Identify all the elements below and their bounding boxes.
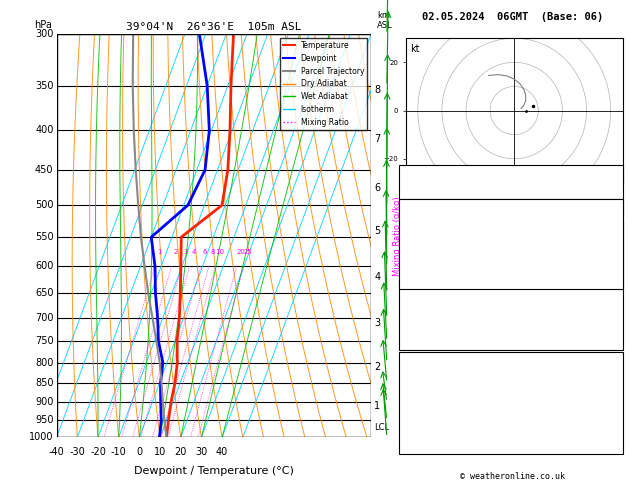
Text: 3: 3 xyxy=(374,318,381,328)
Text: 1: 1 xyxy=(157,249,162,255)
Text: 20: 20 xyxy=(236,249,245,255)
Text: -10: -10 xyxy=(111,448,126,457)
Text: Hodograph: Hodograph xyxy=(484,203,538,213)
Text: 0: 0 xyxy=(613,424,619,434)
Text: 500: 500 xyxy=(35,200,53,210)
Text: 7: 7 xyxy=(613,169,619,179)
Text: 650: 650 xyxy=(35,288,53,298)
Title: 39°04'N  26°36'E  105m ASL: 39°04'N 26°36'E 105m ASL xyxy=(126,22,302,32)
Text: hPa: hPa xyxy=(35,20,52,30)
Text: 8: 8 xyxy=(374,86,381,95)
Text: CIN (J): CIN (J) xyxy=(404,441,445,451)
Text: Most Unstable: Most Unstable xyxy=(473,356,549,366)
Text: 20: 20 xyxy=(175,448,187,457)
Text: 600: 600 xyxy=(35,261,53,271)
Text: 2: 2 xyxy=(174,249,178,255)
Text: Totals Totals: Totals Totals xyxy=(404,186,481,196)
Text: 900: 900 xyxy=(35,397,53,407)
Text: EH: EH xyxy=(404,194,416,204)
Text: 6: 6 xyxy=(374,183,381,193)
Text: Dewp (°C): Dewp (°C) xyxy=(404,262,457,272)
Text: 700: 700 xyxy=(35,313,53,323)
Text: SREH: SREH xyxy=(404,239,428,249)
Text: CAPE (J): CAPE (J) xyxy=(404,424,452,434)
Text: 310°: 310° xyxy=(596,194,619,204)
Text: EH: EH xyxy=(404,221,416,231)
Text: Pressure (mb): Pressure (mb) xyxy=(404,373,481,383)
Text: 11: 11 xyxy=(607,194,619,204)
Text: 950: 950 xyxy=(35,415,53,425)
Text: -27: -27 xyxy=(601,194,619,204)
Text: © weatheronline.co.uk: © weatheronline.co.uk xyxy=(460,472,565,481)
Text: -49: -49 xyxy=(601,221,619,231)
Text: 10: 10 xyxy=(154,448,166,457)
Text: 1.75: 1.75 xyxy=(596,203,619,213)
Text: PW (cm): PW (cm) xyxy=(404,203,445,213)
Text: Surface: Surface xyxy=(491,226,532,235)
Text: 40: 40 xyxy=(216,448,228,457)
Text: θₑ(K): θₑ(K) xyxy=(404,280,434,291)
Text: 10: 10 xyxy=(215,249,224,255)
Text: 313: 313 xyxy=(601,390,619,400)
Text: 11: 11 xyxy=(607,275,619,285)
Text: 310°: 310° xyxy=(596,257,619,267)
Text: 850: 850 xyxy=(35,378,53,388)
Text: 350: 350 xyxy=(35,81,53,91)
Text: 800: 800 xyxy=(35,358,53,367)
Text: 9.7: 9.7 xyxy=(601,262,619,272)
Text: 1000: 1000 xyxy=(29,433,53,442)
Text: 4: 4 xyxy=(192,249,196,255)
Text: θₑ (K): θₑ (K) xyxy=(404,390,440,400)
Text: 800: 800 xyxy=(601,373,619,383)
Text: kt: kt xyxy=(410,44,420,54)
Text: Dewpoint / Temperature (°C): Dewpoint / Temperature (°C) xyxy=(134,466,294,476)
Text: 300: 300 xyxy=(35,29,53,39)
Text: 750: 750 xyxy=(35,336,53,346)
Text: Lifted Index: Lifted Index xyxy=(404,407,475,417)
Text: 7: 7 xyxy=(374,134,381,144)
Text: StmSpd (kt): StmSpd (kt) xyxy=(404,275,469,285)
Text: Hodograph: Hodograph xyxy=(484,194,538,204)
Text: 4: 4 xyxy=(374,272,381,282)
Text: LCL: LCL xyxy=(374,423,389,432)
Text: K: K xyxy=(404,169,410,179)
Text: StmDir: StmDir xyxy=(404,194,440,204)
Text: 6: 6 xyxy=(203,249,207,255)
Text: 30: 30 xyxy=(196,448,208,457)
Text: Mixing Ratio (g/kg): Mixing Ratio (g/kg) xyxy=(393,196,402,276)
Text: 1: 1 xyxy=(374,401,381,411)
Text: 6: 6 xyxy=(613,407,619,417)
Text: Lifted Index: Lifted Index xyxy=(404,299,475,309)
Text: 25: 25 xyxy=(243,249,252,255)
Text: -49: -49 xyxy=(601,194,619,204)
Text: CAPE (J): CAPE (J) xyxy=(404,317,452,328)
Text: 13.1: 13.1 xyxy=(596,243,619,254)
Text: -30: -30 xyxy=(69,448,85,457)
Text: SREH: SREH xyxy=(404,194,428,204)
Text: 02.05.2024  06GMT  (Base: 06): 02.05.2024 06GMT (Base: 06) xyxy=(422,12,603,22)
Text: 0: 0 xyxy=(613,441,619,451)
Text: 39: 39 xyxy=(607,186,619,196)
Text: 400: 400 xyxy=(35,125,53,136)
Text: 8: 8 xyxy=(211,249,215,255)
Text: -40: -40 xyxy=(48,448,65,457)
Text: 3: 3 xyxy=(184,249,189,255)
Text: 0: 0 xyxy=(613,336,619,346)
Text: 0: 0 xyxy=(613,317,619,328)
Text: 550: 550 xyxy=(35,232,53,242)
Text: StmDir: StmDir xyxy=(404,257,440,267)
Text: StmSpd (kt): StmSpd (kt) xyxy=(404,194,469,204)
Text: km
ASL: km ASL xyxy=(377,11,393,30)
Text: CIN (J): CIN (J) xyxy=(404,336,445,346)
Legend: Temperature, Dewpoint, Parcel Trajectory, Dry Adiabat, Wet Adiabat, Isotherm, Mi: Temperature, Dewpoint, Parcel Trajectory… xyxy=(280,38,367,130)
Text: 0: 0 xyxy=(136,448,142,457)
Text: 5: 5 xyxy=(374,226,381,236)
Text: 307: 307 xyxy=(601,280,619,291)
Text: 10: 10 xyxy=(607,299,619,309)
Text: -27: -27 xyxy=(601,239,619,249)
Text: -20: -20 xyxy=(90,448,106,457)
Text: 450: 450 xyxy=(35,165,53,175)
Text: 2: 2 xyxy=(374,362,381,372)
Text: Temp (°C): Temp (°C) xyxy=(404,243,457,254)
